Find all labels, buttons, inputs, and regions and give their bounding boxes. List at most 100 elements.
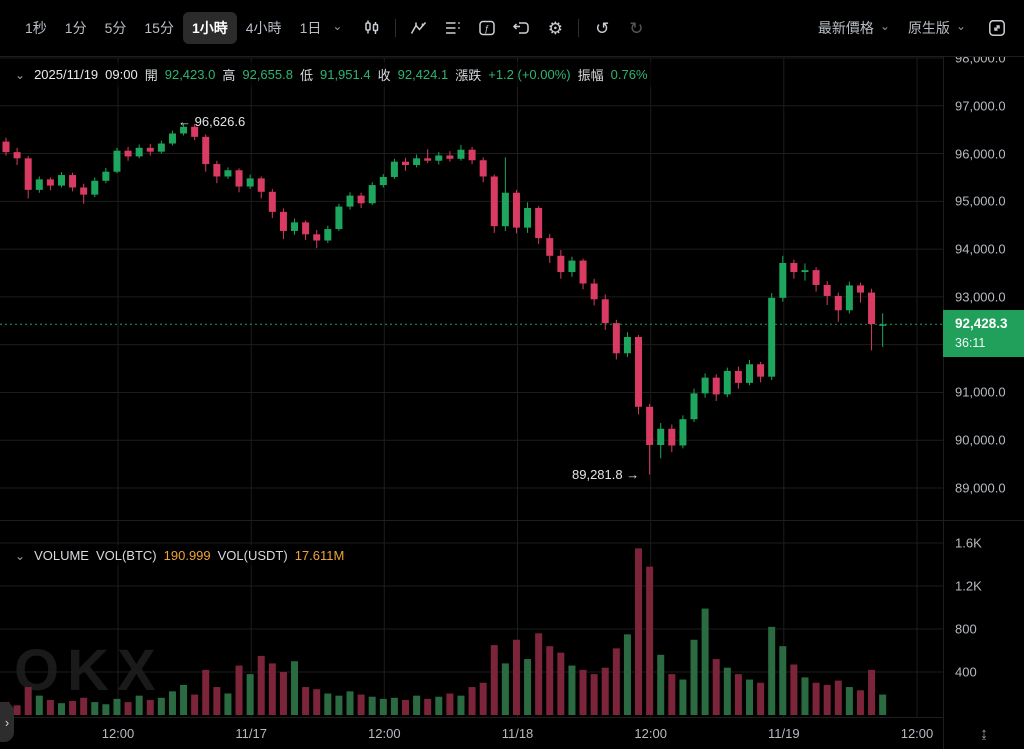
chart-style-button[interactable]	[355, 11, 389, 45]
formula-button[interactable]: ƒ	[470, 11, 504, 45]
timeframe-5m[interactable]: 5分	[96, 12, 136, 44]
candle-body	[845, 285, 853, 311]
price-axis[interactable]: 92,428.3 36:11 98,000.0 97,000.0 96,000.0 9…	[943, 51, 1024, 717]
candlestick-volume-canvas[interactable]	[0, 57, 943, 749]
open-value: 92,423.0	[164, 67, 216, 82]
volume-axis-label: 800	[955, 621, 977, 637]
time-axis[interactable]: 12:00 11/17 12:00 11/18 12:00 11/19 12:00	[0, 717, 1024, 749]
candle-body	[635, 337, 643, 407]
volume-bar	[213, 687, 221, 715]
volume-bar	[246, 674, 254, 715]
list-settings-icon	[446, 22, 461, 34]
volume-bar	[734, 674, 742, 715]
marked-high-annotation: ← 96,626.6	[178, 114, 245, 129]
candle-body	[357, 195, 365, 204]
volume-bar	[268, 663, 276, 715]
volume-bar	[35, 695, 43, 715]
chevron-down-icon: ⌄	[955, 19, 966, 33]
version-dropdown[interactable]: 原生版 ⌄	[908, 18, 966, 38]
undo-button[interactable]: ↺	[585, 11, 619, 45]
volume-bar	[346, 691, 354, 715]
candle-body	[368, 185, 376, 204]
candle-body	[590, 283, 598, 300]
volume-bar	[313, 689, 321, 715]
candle-body	[512, 192, 520, 228]
pane-separator[interactable]	[0, 520, 1024, 521]
candle-body	[524, 208, 532, 228]
timeframe-more-dropdown[interactable]: ⌄	[330, 16, 351, 40]
volume-axis-label: 1.2K	[955, 578, 982, 594]
gear-icon: ⚙	[547, 18, 564, 38]
candle-body	[24, 158, 32, 190]
volume-bar	[368, 696, 376, 715]
candle-body	[113, 150, 121, 172]
volume-bar	[168, 691, 176, 715]
candle-body	[734, 370, 742, 383]
candle-body	[202, 136, 210, 165]
candle-body	[191, 126, 199, 137]
candle-body	[235, 170, 243, 187]
ohlc-collapse-chevron[interactable]: ⌄	[15, 67, 26, 82]
settings-button[interactable]: ⚙	[538, 11, 572, 45]
arrow-right-icon: →	[626, 467, 640, 482]
volume-bar	[712, 659, 720, 715]
axis-scale-corner[interactable]: ↨	[943, 717, 1024, 749]
volume-bar	[257, 655, 265, 715]
volume-bar	[590, 674, 598, 715]
candle-body	[668, 428, 676, 446]
timeframe-1d[interactable]: 1日	[291, 12, 331, 44]
volume-bar	[612, 648, 620, 715]
candle-body	[268, 191, 276, 212]
time-axis-label: 12:00	[101, 726, 135, 741]
candle-body	[180, 126, 188, 134]
high-value: 92,655.8	[242, 67, 293, 82]
timeframe-1s[interactable]: 1秒	[16, 12, 56, 44]
volume-bar	[401, 699, 409, 715]
volume-bar	[24, 687, 32, 715]
indicator-list-button[interactable]	[436, 11, 470, 45]
timeframe-1h-active[interactable]: 1小時	[182, 12, 237, 44]
volume-bar	[291, 661, 299, 715]
candle-body	[679, 419, 687, 446]
time-axis-label: 11/19	[768, 726, 800, 741]
volume-bar	[57, 703, 65, 715]
candle-time: 09:00	[105, 67, 138, 82]
candle-countdown: 36:11	[955, 335, 986, 350]
candle-body	[690, 393, 698, 420]
volume-collapse-chevron[interactable]: ⌄	[15, 548, 26, 563]
timeframe-1m[interactable]: 1分	[56, 12, 96, 44]
candle-body	[35, 179, 43, 190]
undo-icon: ↺	[595, 18, 610, 38]
candle-body	[379, 176, 387, 186]
candle-body	[313, 234, 321, 241]
candle-body	[302, 222, 310, 235]
candle-body	[768, 297, 776, 377]
candle-body	[868, 292, 876, 325]
indicators-button[interactable]	[402, 11, 436, 45]
volume-bar	[535, 633, 543, 715]
volume-bar	[424, 698, 432, 715]
replay-button[interactable]	[504, 11, 538, 45]
volume-bar	[235, 665, 243, 715]
candle-body	[291, 222, 299, 231]
fullscreen-button[interactable]	[984, 11, 1010, 45]
price-axis-label: 97,000.0	[955, 98, 1006, 114]
toolbar-divider	[578, 19, 580, 37]
sidebar-expand-handle[interactable]: ›	[0, 702, 14, 742]
candle-body	[102, 171, 110, 181]
timeframe-4h[interactable]: 4小時	[237, 12, 291, 44]
chart-area[interactable]: OKX ⌄ 2025/11/19 09:00 開 92,423.0 高 92,6…	[0, 51, 1024, 749]
price-axis-label: 89,000.0	[955, 480, 1006, 496]
price-mode-dropdown[interactable]: 最新價格 ⌄	[818, 18, 890, 38]
candle-body	[413, 158, 421, 166]
candle-body	[324, 229, 332, 241]
low-label: 低	[299, 68, 313, 83]
vol-usdt-label: VOL(USDT)	[217, 548, 288, 563]
volume-bar	[180, 684, 188, 715]
redo-button[interactable]: ↻	[619, 11, 653, 45]
price-axis-separator	[943, 57, 944, 749]
axis-resize-icon: ↨	[980, 724, 988, 742]
volume-bar	[868, 669, 876, 715]
timeframe-15m[interactable]: 15分	[135, 12, 183, 44]
